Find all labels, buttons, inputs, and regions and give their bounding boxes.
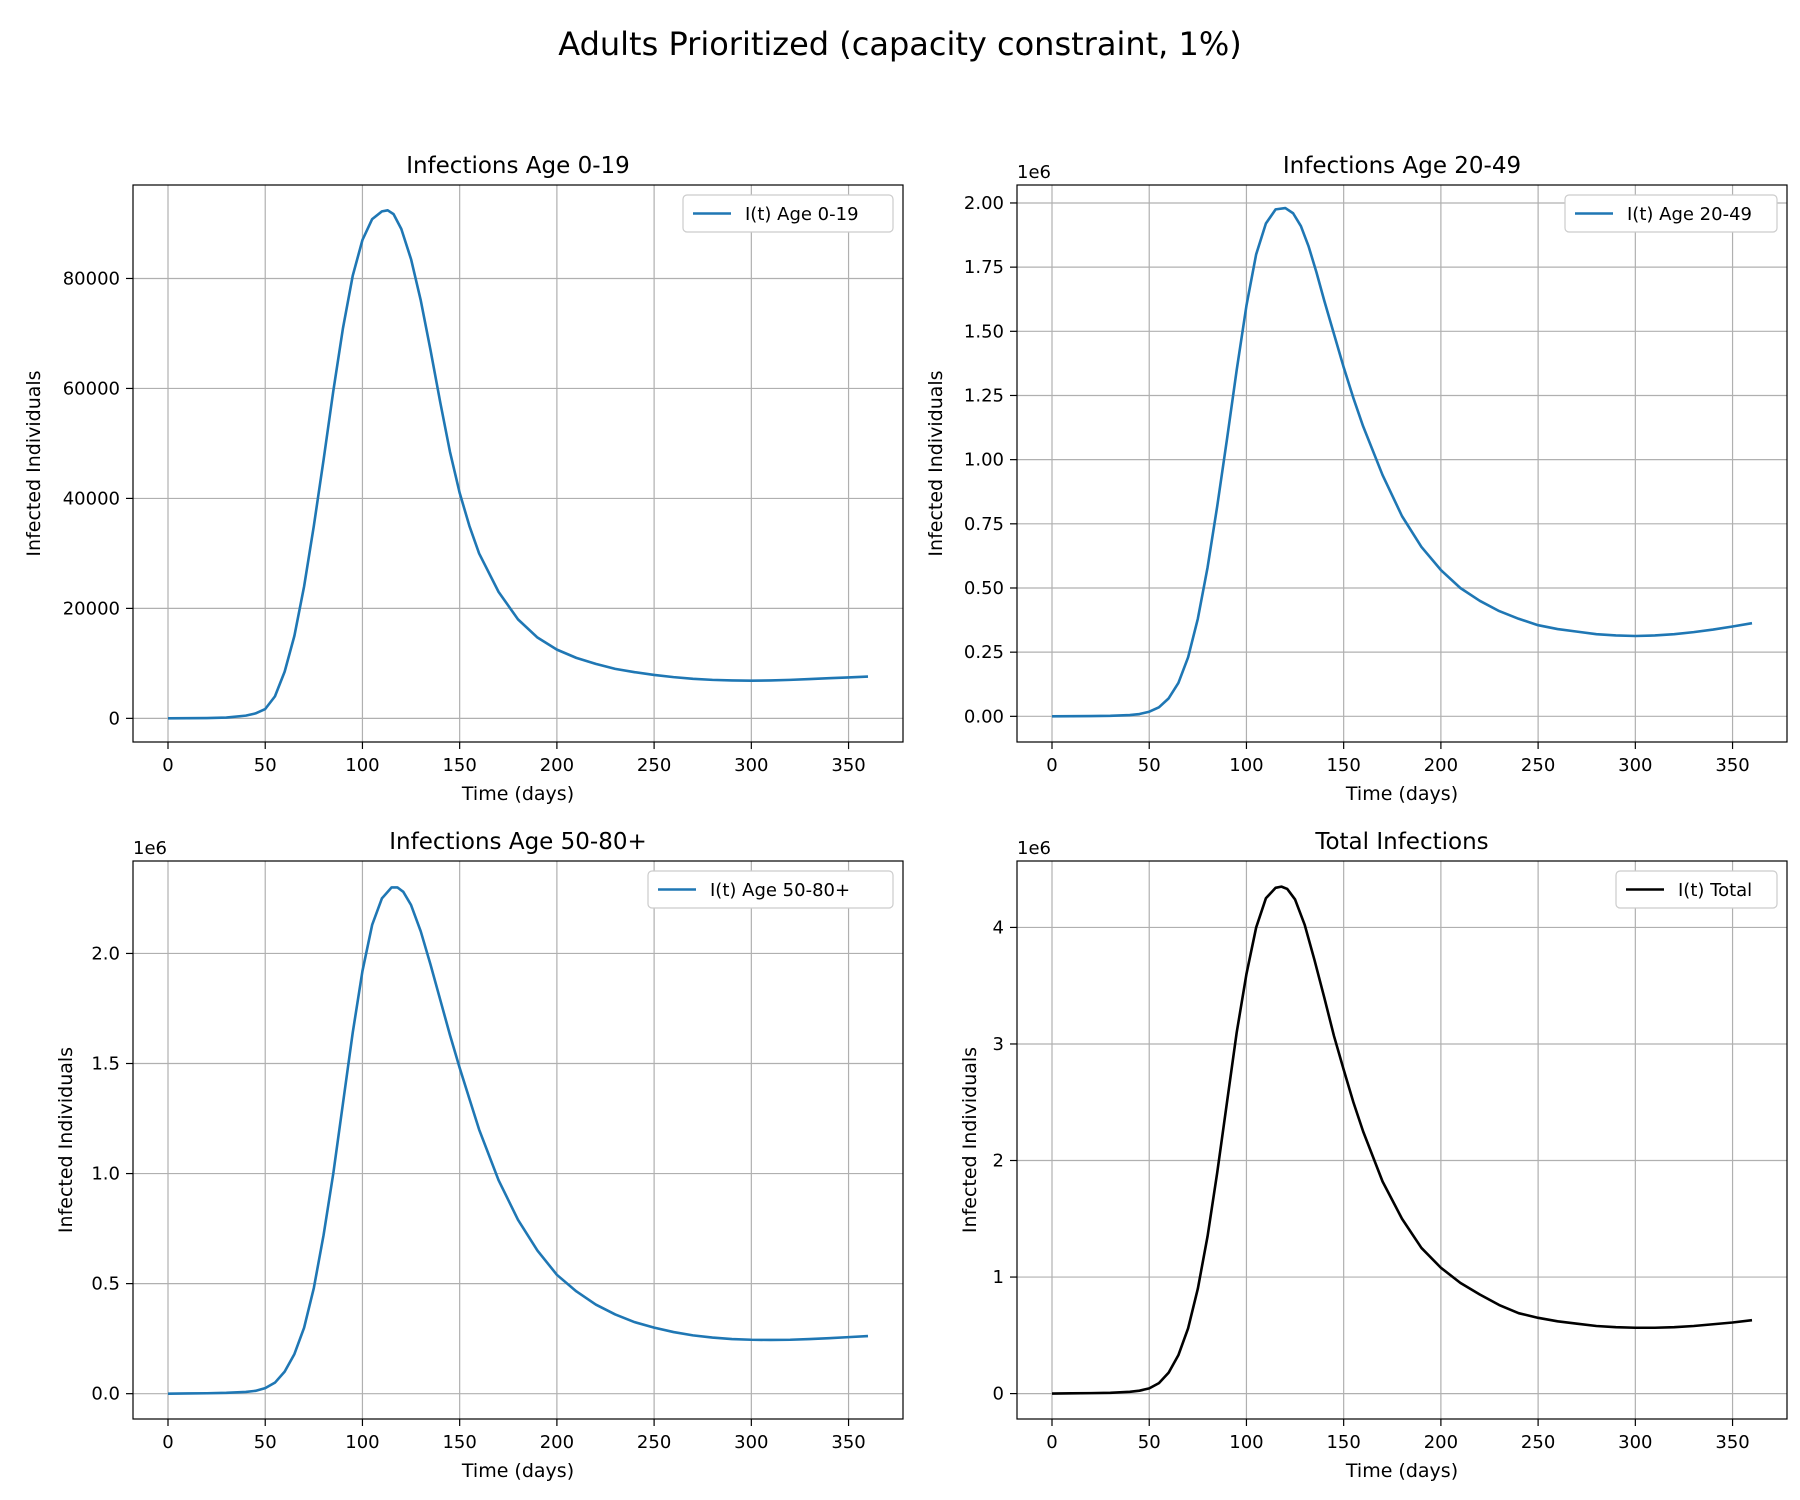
- x-tick-label: 100: [345, 755, 379, 776]
- x-tick-label: 250: [1521, 755, 1555, 776]
- x-tick-label: 150: [1326, 755, 1360, 776]
- y-tick-label: 40000: [63, 488, 120, 509]
- y-tick-label: 20000: [63, 598, 120, 619]
- y-tick-label: 1: [993, 1267, 1004, 1288]
- x-tick-label: 50: [254, 755, 277, 776]
- y-tick-label: 0.0: [91, 1384, 120, 1405]
- panel-title: Total Infections: [1314, 829, 1488, 855]
- legend-label: I(t) Age 50-80+: [710, 880, 850, 901]
- x-tick-label: 250: [637, 755, 671, 776]
- y-tick-label: 1.25: [964, 385, 1004, 406]
- legend-label: I(t) Age 0-19: [745, 204, 859, 225]
- y-tick-label: 1.00: [964, 450, 1004, 471]
- panel-age-0-19: 0 50 100 150 200 250 300 350 0 20000 40000 60000 800…: [23, 153, 904, 805]
- x-axis-label: Time (days): [461, 1460, 574, 1482]
- y-axis-label: Infected Individuals: [55, 1047, 77, 1233]
- axes-frame: [132, 860, 904, 1420]
- x-axis-label: Time (days): [1345, 1460, 1458, 1482]
- x-tick-label: 50: [254, 1432, 277, 1453]
- legend: I(t) Age 20-49: [1564, 194, 1778, 233]
- y-tick-label: 1.50: [964, 321, 1004, 342]
- axes-frame: [1016, 860, 1788, 1420]
- y-tick-label: 60000: [63, 378, 120, 399]
- y-tick-label: 2: [993, 1151, 1004, 1172]
- figure-title: Adults Prioritized (capacity constraint,…: [558, 25, 1242, 63]
- legend-box: [1564, 194, 1778, 233]
- y-tick-label: 0.50: [964, 578, 1004, 599]
- x-tick-label: 150: [442, 755, 476, 776]
- x-tick-label: 300: [1618, 1432, 1652, 1453]
- legend-box: [647, 870, 894, 909]
- y-tick-label: 3: [993, 1034, 1004, 1055]
- y-axis-label: Infected Individuals: [23, 370, 45, 556]
- series-line-age-20-49: [1051, 206, 1753, 718]
- x-tick-label: 200: [540, 1432, 574, 1453]
- y-axis-label: Infected Individuals: [925, 370, 947, 556]
- y-tick-label: 1.5: [91, 1054, 120, 1075]
- y-offset-text: 1e6: [133, 838, 167, 859]
- panel-age-20-49: 0 50 100 150 200 250 300 350 0.00 0.25 0.50 0.75 1.0…: [925, 153, 1788, 805]
- x-tick-label: 350: [831, 755, 865, 776]
- axes-frame: [132, 184, 904, 743]
- y-tick-label: 0.75: [964, 514, 1004, 535]
- y-tick-label: 4: [993, 917, 1004, 938]
- x-tick-label: 0: [162, 1432, 173, 1453]
- x-tick-label: 300: [1618, 755, 1652, 776]
- x-tick-label: 50: [1138, 755, 1161, 776]
- x-axis-label: Time (days): [461, 783, 574, 805]
- legend-box: [1615, 870, 1778, 909]
- legend-label: I(t) Total: [1678, 880, 1752, 901]
- axes-frame: [1016, 184, 1788, 743]
- x-tick-label: 100: [345, 1432, 379, 1453]
- legend-label: I(t) Age 20-49: [1627, 204, 1752, 225]
- x-tick-label: 150: [442, 1432, 476, 1453]
- x-tick-label: 200: [1424, 1432, 1458, 1453]
- y-offset-text: 1e6: [1017, 838, 1051, 859]
- x-tick-label: 0: [1046, 1432, 1057, 1453]
- x-tick-label: 0: [162, 755, 173, 776]
- series-line-total: [1051, 885, 1753, 1395]
- y-offset-text: 1e6: [1017, 162, 1051, 183]
- x-tick-label: 350: [1715, 755, 1749, 776]
- series-line-age-0-19: [167, 208, 869, 720]
- legend: I(t) Age 50-80+: [647, 870, 894, 909]
- y-tick-label: 0: [993, 1384, 1004, 1405]
- y-tick-label: 0: [109, 708, 120, 729]
- legend-box: [682, 194, 894, 233]
- x-tick-label: 350: [1715, 1432, 1749, 1453]
- panel-title: Infections Age 20-49: [1283, 153, 1521, 179]
- x-tick-label: 250: [1521, 1432, 1555, 1453]
- legend: I(t) Total: [1615, 870, 1778, 909]
- x-tick-label: 350: [831, 1432, 865, 1453]
- y-tick-label: 0.00: [964, 706, 1004, 727]
- x-tick-label: 100: [1229, 1432, 1263, 1453]
- panel-total: 0 50 100 150 200 250 300 350 0 1 2 3 4 1e6 Total Infec…: [959, 829, 1788, 1482]
- x-tick-label: 200: [1424, 755, 1458, 776]
- y-tick-label: 1.75: [964, 257, 1004, 278]
- panel-age-50-80: 0 50 100 150 200 250 300 350 0.0 0.5 1.0 1.5 2.0 1e6 I…: [55, 829, 904, 1482]
- panel-title: Infections Age 50-80+: [389, 829, 647, 855]
- x-tick-label: 0: [1046, 755, 1057, 776]
- x-tick-label: 300: [734, 755, 768, 776]
- x-tick-label: 50: [1138, 1432, 1161, 1453]
- series-line-age-50-80: [167, 886, 869, 1395]
- x-tick-label: 200: [540, 755, 574, 776]
- x-tick-label: 300: [734, 1432, 768, 1453]
- legend: I(t) Age 0-19: [682, 194, 894, 233]
- panel-title: Infections Age 0-19: [406, 153, 630, 179]
- y-tick-label: 1.0: [91, 1164, 120, 1185]
- x-axis-label: Time (days): [1345, 783, 1458, 805]
- x-tick-label: 250: [637, 1432, 671, 1453]
- y-tick-label: 0.25: [964, 642, 1004, 663]
- x-tick-label: 150: [1326, 1432, 1360, 1453]
- y-tick-label: 2.0: [91, 943, 120, 964]
- y-axis-label: Infected Individuals: [959, 1047, 981, 1233]
- y-tick-label: 2.00: [964, 193, 1004, 214]
- y-tick-label: 0.5: [91, 1274, 120, 1295]
- y-tick-label: 80000: [63, 268, 120, 289]
- x-tick-label: 100: [1229, 755, 1263, 776]
